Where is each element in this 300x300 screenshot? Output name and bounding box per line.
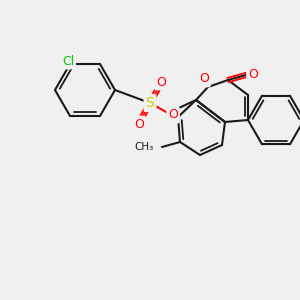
Text: O: O <box>168 109 178 122</box>
Text: O: O <box>248 68 258 82</box>
Text: O: O <box>134 118 144 130</box>
Text: O: O <box>199 73 209 85</box>
Text: S: S <box>146 96 154 110</box>
Text: Cl: Cl <box>62 55 74 68</box>
Text: CH₃: CH₃ <box>135 142 154 152</box>
Text: O: O <box>156 76 166 88</box>
